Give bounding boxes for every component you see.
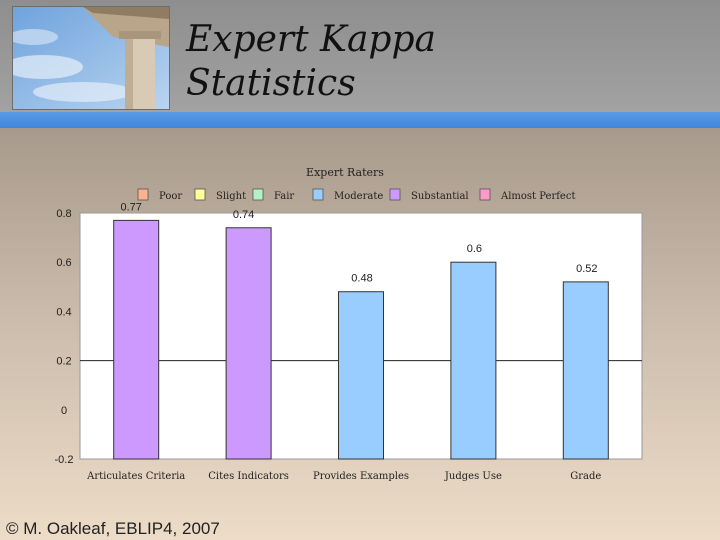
x-tick-label: Articulates Criteria bbox=[86, 471, 185, 482]
y-tick-label: 0.4 bbox=[56, 306, 71, 318]
y-tick-label: 0.6 bbox=[56, 257, 71, 269]
y-tick-label: 0.2 bbox=[56, 356, 71, 368]
data-label: 0.74 bbox=[233, 209, 254, 221]
data-label: 0.6 bbox=[467, 243, 482, 255]
data-label: 0.77 bbox=[120, 201, 141, 213]
data-label: 0.48 bbox=[351, 273, 372, 285]
legend-label: Moderate bbox=[334, 191, 383, 202]
legend-label: Substantial bbox=[411, 191, 469, 202]
x-tick-label: Cites Indicators bbox=[208, 471, 289, 482]
footer-credit: © M. Oakleaf, EBLIP4, 2007 bbox=[6, 519, 220, 538]
legend-label: Fair bbox=[274, 191, 294, 202]
x-tick-label: Grade bbox=[570, 471, 601, 482]
accent-bar bbox=[0, 112, 720, 128]
legend-swatch bbox=[312, 188, 324, 201]
legend-swatch bbox=[194, 188, 206, 201]
legend-swatch bbox=[389, 188, 401, 201]
data-label: 0.52 bbox=[576, 263, 597, 275]
slide-title: Expert Kappa Statistics bbox=[186, 18, 436, 106]
header-photo bbox=[12, 6, 170, 110]
y-tick-label: -0.2 bbox=[55, 454, 74, 466]
bar bbox=[562, 281, 609, 460]
title-line-1: Expert Kappa bbox=[186, 19, 436, 60]
legend-label: Almost Perfect bbox=[500, 191, 575, 202]
chart-title: Expert Raters bbox=[306, 166, 384, 179]
legend-label: Poor bbox=[159, 191, 182, 202]
bar bbox=[338, 291, 384, 460]
legend-swatch bbox=[137, 188, 149, 201]
x-tick-label: Provides Examples bbox=[313, 471, 409, 482]
legend-swatch bbox=[252, 188, 264, 201]
y-tick-label: 0 bbox=[61, 405, 67, 417]
y-tick-label: 0.8 bbox=[56, 208, 71, 220]
legend-label: Slight bbox=[216, 191, 246, 202]
bar bbox=[113, 219, 160, 460]
legend-swatch bbox=[479, 188, 491, 201]
bar bbox=[225, 227, 272, 460]
title-line-2: Statistics bbox=[186, 63, 356, 104]
x-tick-label: Judges Use bbox=[444, 471, 502, 482]
bar bbox=[450, 261, 497, 460]
